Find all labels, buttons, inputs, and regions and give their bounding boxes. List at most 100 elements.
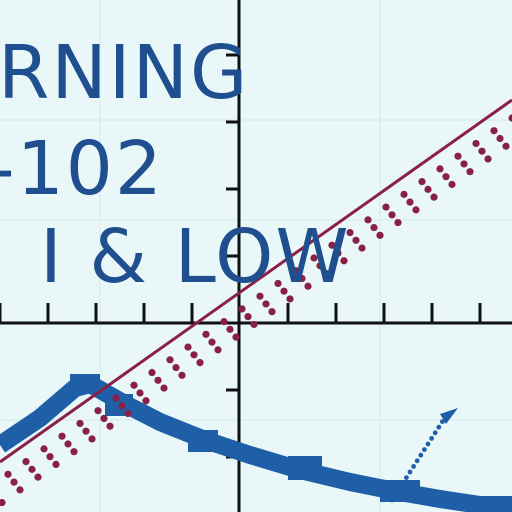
maroon-dot [0, 498, 6, 507]
maroon-dot [460, 160, 468, 168]
maroon-dot [232, 333, 240, 341]
maroon-dot [16, 486, 24, 494]
maroon-dot [472, 139, 480, 148]
maroon-dot [238, 305, 246, 313]
maroon-dot [304, 282, 312, 290]
maroon-dot [496, 134, 504, 143]
maroon-dot [406, 198, 414, 206]
maroon-dot [244, 313, 252, 321]
maroon-dot [262, 300, 270, 308]
maroon-dot [4, 470, 12, 478]
maroon-dot [322, 269, 330, 278]
maroon-dot [466, 168, 474, 176]
maroon-dot [172, 363, 180, 372]
maroon-dot [316, 262, 324, 270]
maroon-dot [250, 320, 258, 329]
maroon-solid-line [0, 98, 512, 464]
blue-step [70, 374, 100, 394]
maroon-dot [106, 422, 114, 430]
blue-dot [407, 469, 413, 475]
maroon-dot [190, 351, 198, 359]
maroon-dot [46, 453, 54, 461]
maroon-dot [478, 147, 486, 155]
maroon-dot [256, 292, 264, 300]
maroon-dot [184, 343, 192, 351]
blue-dot [389, 497, 395, 503]
maroon-dot [292, 267, 300, 275]
maroon-dot [340, 257, 348, 265]
blue-dot [418, 452, 424, 458]
blue-dot [404, 475, 409, 480]
maroon-dot [268, 308, 276, 316]
maroon-dot [196, 358, 204, 367]
blue-dot [393, 492, 398, 497]
maroon-dot [136, 389, 144, 397]
maroon-dot [430, 193, 438, 201]
blue-dot [396, 486, 402, 492]
maroon-dot [358, 244, 366, 252]
maroon-dot [94, 407, 102, 415]
maroon-dot [10, 478, 18, 486]
maroon-dot [220, 318, 228, 326]
blue-dot [440, 419, 445, 424]
maroon-dot [328, 241, 336, 249]
maroon-dot [454, 152, 462, 160]
maroon-dot [352, 236, 360, 244]
blue-dot [436, 424, 442, 430]
maroon-dot [508, 114, 512, 122]
maroon-dot [166, 356, 174, 364]
maroon-dot [382, 203, 390, 211]
maroon-dot [436, 165, 444, 173]
maroon-dot [502, 142, 510, 150]
blue-dot [411, 464, 416, 469]
maroon-dot [448, 180, 456, 189]
title-line-3: I & LOW [40, 214, 351, 300]
maroon-dot [22, 458, 30, 466]
blue-step [288, 456, 322, 480]
maroon-dot [130, 381, 138, 389]
maroon-dot [424, 185, 432, 193]
maroon-dot [214, 346, 222, 354]
blue-band-line [0, 375, 512, 512]
maroon-dot [28, 465, 36, 473]
maroon-dot [310, 254, 318, 262]
maroon-dot [178, 371, 186, 379]
maroon-dot [400, 190, 408, 198]
blue-dot [422, 447, 427, 452]
maroon-dot [70, 448, 78, 456]
maroon-dot [442, 173, 450, 181]
maroon-dot [286, 295, 294, 303]
blue-band-steps [70, 374, 512, 512]
maroon-dot [202, 330, 210, 338]
maroon-dot [40, 445, 48, 453]
maroon-dot [280, 287, 288, 295]
maroon-dot [112, 394, 120, 402]
maroon-dotted-band [0, 114, 512, 507]
maroon-dot [142, 397, 150, 405]
maroon-dot [208, 338, 216, 346]
maroon-dot [364, 216, 372, 224]
title-line-2: -102 [0, 126, 164, 212]
maroon-dot [394, 219, 402, 227]
maroon-dot [34, 473, 42, 481]
maroon-dot [490, 127, 498, 135]
maroon-dot [64, 440, 72, 448]
maroon-dot [82, 427, 90, 435]
blue-step [188, 430, 218, 452]
maroon-dot [124, 409, 132, 418]
maroon-dot [334, 249, 342, 257]
arrow-head [440, 408, 458, 424]
maroon-dot [52, 460, 60, 469]
maroon-dot [412, 206, 420, 214]
title-line-1: RNING [0, 30, 250, 116]
blue-step [470, 496, 512, 512]
maroon-dot [76, 419, 84, 428]
maroon-dot [100, 414, 108, 423]
horizontal-axis-ticks [0, 303, 482, 323]
maroon-dot [346, 228, 354, 237]
maroon-dot [388, 211, 396, 219]
maroon-dot [88, 435, 96, 443]
maroon-dot [58, 432, 66, 440]
